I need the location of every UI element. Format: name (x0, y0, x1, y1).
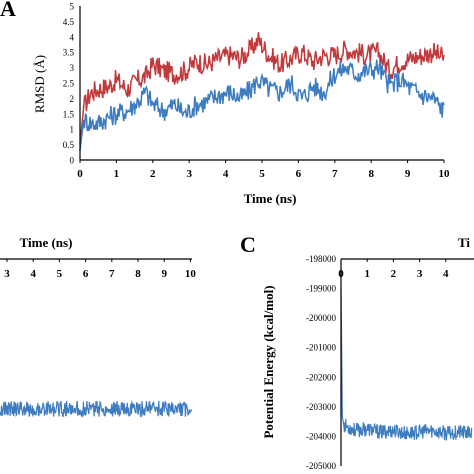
panel-a-xlabel: Time (ns) (244, 191, 297, 206)
panel-a-series-line-2 (79, 59, 445, 151)
panel-a-ytick-label: 1 (70, 125, 75, 135)
panel-b-xtick-label: 5 (57, 268, 63, 280)
panel-b-xtick-label: 9 (161, 268, 167, 280)
panel-c-yticks: -198000 -199000 -200000 -201000 -202000 -2030… (306, 254, 336, 471)
panel-a: 0 0.5 1 1.5 2 2.5 3 3.5 4 4.5 5 0 1 2 3 4 5 6 7 8 9 10 Time … (32, 2, 450, 207)
panel-a-series (79, 32, 445, 151)
panel-b-xtick-label: 7 (109, 268, 115, 280)
panel-a-letter: A (0, 0, 16, 21)
panel-a-xtick-label: 1 (114, 168, 120, 180)
panel-a-ytick-label: 4 (70, 32, 75, 42)
panel-c: Ti -198000 -199000 -200000 -201000 -202000 -2… (261, 235, 474, 471)
panel-c-series (340, 288, 473, 441)
panel-c-ylabel: Potential Energy (kcal/mol) (261, 285, 276, 438)
panel-c-ytick-label: -201000 (306, 343, 336, 353)
panel-a-xtick-label: 10 (439, 168, 451, 180)
panel-b-xtick-label: 8 (135, 268, 141, 280)
panel-a-ytick-label: 3 (70, 63, 75, 73)
panel-a-xtick-label: 8 (368, 168, 374, 180)
panel-b-xtick-label: 10 (185, 268, 197, 280)
panel-c-letter: C (240, 232, 256, 257)
panel-c-xtick-label: 2 (391, 268, 397, 280)
panel-c-ytick-label: -204000 (306, 431, 336, 441)
panel-a-ytick-label: 0.5 (63, 140, 75, 150)
panel-a-ytick-label: 2.5 (63, 79, 75, 89)
panel-a-series-line-1 (79, 32, 445, 145)
panel-a-ytick-label: 4.5 (63, 17, 75, 27)
panel-a-ytick-label: 2 (70, 94, 75, 104)
panel-c-ytick-label: -205000 (306, 461, 336, 471)
panel-b-series-line (0, 400, 193, 418)
panel-c-ytick-label: -199000 (306, 284, 336, 294)
panel-c-series-line (340, 288, 473, 441)
panel-a-xtick-label: 2 (150, 168, 156, 180)
panel-c-ytick-label: -202000 (306, 372, 336, 382)
panel-c-xtick-label: 3 (417, 268, 423, 280)
panel-c-ytick-label: -203000 (306, 402, 336, 412)
panel-a-ytick-label: 0 (70, 156, 75, 166)
panel-b-xtick-label: 6 (83, 268, 89, 280)
panel-b: Time (ns) 3 4 5 6 7 8 9 10 (0, 235, 196, 418)
panel-a-ylabel: RMSD (Å) (32, 55, 47, 113)
panel-a-xtick-label: 9 (405, 168, 411, 180)
panel-a-xtick-label: 4 (223, 168, 229, 180)
panel-c-xlabel: Ti (458, 235, 470, 250)
panel-a-ytick-label: 3.5 (63, 48, 75, 58)
panel-c-xtick-label: 4 (443, 268, 449, 280)
panel-a-xtick-label: 3 (186, 168, 192, 180)
panel-a-xticks: 0 1 2 3 4 5 6 7 8 9 10 (77, 160, 450, 180)
panel-c-ytick-label: -200000 (306, 313, 336, 323)
panel-b-xlabel: Time (ns) (20, 235, 73, 250)
panel-a-yticks: 0 0.5 1 1.5 2 2.5 3 3.5 4 4.5 5 (63, 2, 75, 166)
panel-a-ytick-label: 5 (70, 2, 75, 12)
panel-a-xtick-label: 5 (259, 168, 265, 180)
panel-b-xtick-label: 4 (30, 268, 36, 280)
panel-a-xtick-label: 6 (296, 168, 302, 180)
panel-b-series (0, 400, 193, 418)
panel-b-xticks: 3 4 5 6 7 8 9 10 (4, 259, 196, 280)
panel-a-ytick-label: 1.5 (63, 109, 75, 119)
panel-c-ytick-label: -198000 (306, 254, 336, 264)
panel-c-xtick-label: 1 (364, 268, 370, 280)
panel-a-xtick-label: 0 (77, 168, 83, 180)
panel-b-xtick-label: 3 (4, 268, 10, 280)
panel-a-xtick-label: 7 (332, 168, 338, 180)
